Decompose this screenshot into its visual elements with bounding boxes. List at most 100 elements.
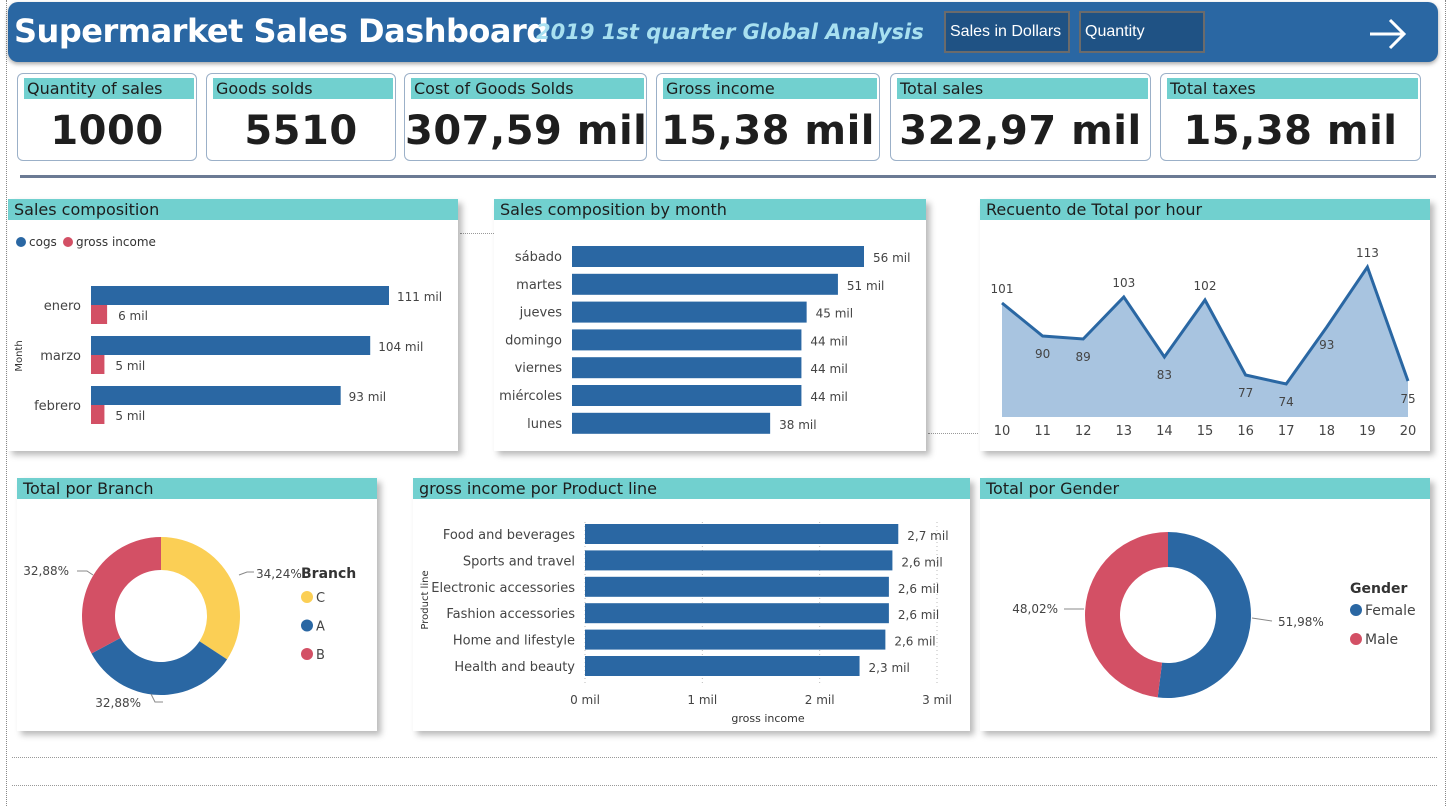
data-label: 2,6 mil: [898, 608, 939, 622]
sales-by-weekday-chart[interactable]: Sales composition by month sábado 56 mil m…: [494, 199, 926, 451]
data-label: 113: [1356, 246, 1379, 260]
bar-gross-income: [91, 355, 105, 374]
legend-label-cogs: cogs: [29, 235, 57, 249]
legend-marker: [301, 591, 313, 603]
data-label: 102: [1194, 279, 1217, 293]
category-label: martes: [516, 278, 562, 293]
legend-marker-gross-income: [63, 237, 73, 247]
category-label: Food and beverages: [443, 528, 575, 543]
kpi-value: 307,59 mil: [405, 108, 647, 154]
category-label: Electronic accessories: [431, 581, 575, 596]
kpi-label: Cost of Goods Solds: [411, 78, 644, 99]
slice-label: 34,24%: [256, 567, 302, 581]
kpi-label: Quantity of sales: [24, 78, 194, 99]
total-by-hour-chart[interactable]: Recuento de Total por hour 101 90 89 103 83 1…: [980, 199, 1430, 451]
data-label: 101: [991, 282, 1014, 296]
area-fill: [1002, 267, 1408, 417]
data-label: 90: [1035, 347, 1050, 361]
bar: [585, 629, 886, 650]
bar-gross-income: [91, 305, 108, 324]
x-tick-label: 16: [1237, 424, 1254, 439]
data-label-gross-income: 5 mil: [115, 409, 145, 423]
kpi-gross-income: Gross income 15,38 mil: [656, 73, 880, 161]
leader-line: [150, 693, 163, 703]
data-label-gross-income: 5 mil: [115, 359, 145, 373]
bar: [585, 603, 889, 624]
sales-in-dollars-button[interactable]: Sales in Dollars: [944, 11, 1070, 53]
leader-line: [238, 571, 254, 576]
quantity-button[interactable]: Quantity: [1079, 11, 1205, 53]
x-tick-label: 14: [1156, 424, 1173, 439]
kpi-goods-solds: Goods solds 5510: [206, 73, 396, 161]
kpi-value: 322,97 mil: [899, 108, 1142, 154]
kpi-value: 15,38 mil: [1183, 108, 1398, 154]
leader-line: [77, 570, 94, 576]
bar: [585, 550, 893, 571]
data-label: 2,6 mil: [898, 582, 939, 596]
bar: [585, 576, 889, 597]
grid-dots: [12, 757, 1437, 758]
category-label: lunes: [527, 417, 562, 432]
x-tick-label: 12: [1075, 424, 1092, 439]
x-tick-label: 1 mil: [687, 693, 717, 707]
slice-label: 48,02%: [1012, 602, 1058, 616]
total-by-gender-chart[interactable]: Total por Gender 51,98% 48,02% Gender Femal…: [980, 478, 1430, 731]
data-label-cogs: 111 mil: [397, 290, 442, 304]
data-label: 56 mil: [873, 251, 910, 265]
total-by-gender-svg: 51,98% 48,02% Gender Female Male: [1012, 532, 1416, 698]
x-axis-label: gross income: [731, 712, 804, 725]
data-label: 44 mil: [810, 390, 847, 404]
total-by-hour-svg: 101 90 89 103 83 102 77 74 93 113 75 10 11 12 13 14 15 16…: [991, 246, 1417, 439]
bar: [572, 301, 807, 323]
bar: [572, 273, 838, 295]
bar: [572, 385, 802, 406]
bar: [572, 412, 771, 434]
grid-dots: [12, 785, 1437, 786]
legend-marker: [1350, 633, 1362, 645]
category-label: sábado: [515, 250, 562, 265]
chart-title: Sales composition by month: [494, 199, 926, 220]
y-axis-label: Product line: [420, 570, 431, 629]
grid-dots: [928, 433, 978, 434]
kpi-value: 15,38 mil: [660, 108, 876, 154]
kpi-quantity-of-sales: Quantity of sales 1000: [17, 73, 197, 161]
slice-gender-female: [1157, 532, 1251, 698]
bar: [572, 246, 864, 267]
data-label: 45 mil: [816, 307, 853, 321]
bar: [585, 656, 860, 676]
data-label: 77: [1238, 386, 1253, 400]
sales-by-weekday-svg: sábado 56 mil martes 51 mil jueves 45 mil domi…: [499, 246, 910, 434]
legend-title: Gender: [1350, 581, 1407, 597]
data-label: 44 mil: [810, 362, 847, 376]
category-label: miércoles: [499, 389, 562, 404]
category-label: Sports and travel: [463, 554, 575, 569]
x-tick-label: 0 mil: [570, 693, 600, 707]
kpi-value: 5510: [244, 108, 358, 154]
slice-branch-C: [161, 537, 240, 660]
total-by-branch-chart[interactable]: Total por Branch 34,24% 32,88% 32,88% Branc…: [17, 478, 377, 731]
leader-line: [1251, 617, 1273, 622]
category-label: jueves: [519, 306, 563, 321]
gross-income-by-product-svg: 0 mil 1 mil 2 mil 3 mil Food and beverages 2,…: [420, 522, 952, 725]
bar: [572, 329, 802, 351]
arrow-right-icon[interactable]: [1368, 16, 1408, 52]
chart-title: Total por Branch: [17, 478, 377, 499]
bar: [585, 524, 899, 544]
bar-cogs: [91, 386, 341, 405]
data-label-gross-income: 6 mil: [118, 309, 148, 323]
slice-branch-B: [81, 537, 161, 654]
kpi-label: Total taxes: [1167, 78, 1418, 99]
slice-label: 32,88%: [95, 696, 141, 710]
legend-marker: [301, 619, 313, 632]
data-label: 44 mil: [810, 334, 847, 348]
sales-composition-chart[interactable]: Sales composition cogs gross income Month e…: [8, 199, 458, 451]
data-label: 2,6 mil: [901, 555, 942, 569]
legend-label: Female: [1365, 603, 1416, 619]
kpi-total-taxes: Total taxes 15,38 mil: [1160, 73, 1421, 161]
slice-label: 32,88%: [23, 564, 69, 578]
page-title: Supermarket Sales Dashboard: [14, 12, 549, 50]
category-label: viernes: [515, 361, 563, 376]
chart-title: Recuento de Total por hour: [980, 199, 1430, 220]
gross-income-by-product-chart[interactable]: gross income por Product line 0 mil 1 mil…: [413, 478, 970, 731]
chart-title: Total por Gender: [980, 478, 1430, 499]
